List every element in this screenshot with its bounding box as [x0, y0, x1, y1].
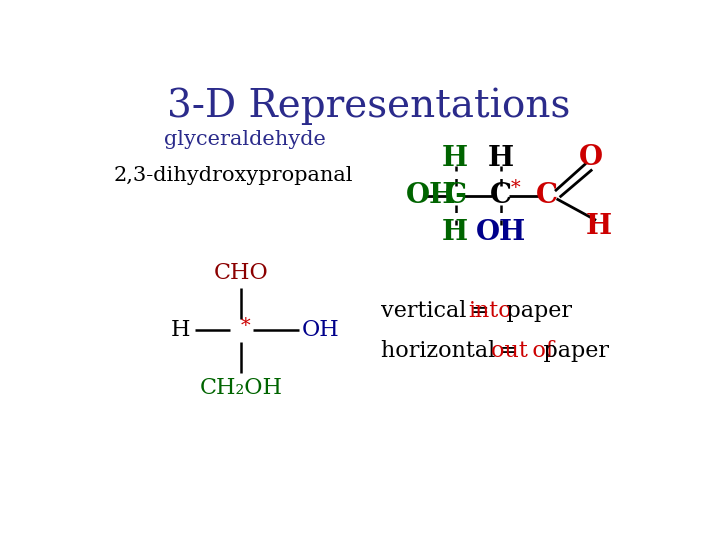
- Text: H: H: [171, 320, 191, 341]
- Text: *: *: [510, 179, 521, 197]
- Text: C: C: [445, 182, 467, 209]
- Text: CHO: CHO: [214, 262, 269, 284]
- Text: glyceraldehyde: glyceraldehyde: [163, 130, 325, 149]
- Text: horizontal =: horizontal =: [381, 340, 523, 362]
- Text: C: C: [536, 182, 558, 209]
- Text: H: H: [586, 213, 612, 240]
- Text: vertical =: vertical =: [381, 300, 494, 322]
- Text: CH₂OH: CH₂OH: [199, 377, 283, 399]
- Text: 2,3-dihydroxypropanal: 2,3-dihydroxypropanal: [113, 166, 353, 185]
- Text: paper: paper: [502, 300, 572, 322]
- Text: C: C: [490, 182, 512, 209]
- Text: OH: OH: [302, 320, 339, 341]
- Text: H: H: [442, 145, 468, 172]
- Text: out of: out of: [490, 340, 554, 362]
- Text: H: H: [442, 219, 468, 246]
- Text: paper: paper: [539, 340, 609, 362]
- Text: OH-: OH-: [406, 182, 468, 209]
- Text: *: *: [241, 317, 251, 335]
- Text: into: into: [468, 300, 512, 322]
- Text: H: H: [487, 145, 514, 172]
- Text: OH: OH: [476, 219, 526, 246]
- Text: O: O: [580, 144, 603, 171]
- Text: 3-D Representations: 3-D Representations: [167, 88, 571, 125]
